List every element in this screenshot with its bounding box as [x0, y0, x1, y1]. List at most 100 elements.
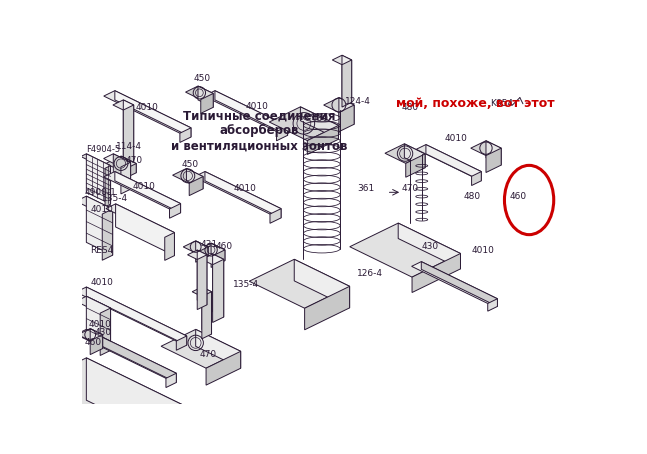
- Text: 460: 460: [510, 192, 527, 201]
- Polygon shape: [76, 296, 111, 313]
- Polygon shape: [300, 107, 338, 139]
- Polygon shape: [202, 292, 212, 339]
- Polygon shape: [269, 107, 338, 141]
- Polygon shape: [76, 329, 177, 378]
- Polygon shape: [305, 286, 349, 330]
- Polygon shape: [86, 196, 113, 255]
- Polygon shape: [165, 232, 175, 261]
- Text: 460: 460: [215, 242, 233, 252]
- Text: 470: 470: [126, 156, 143, 165]
- Polygon shape: [104, 172, 181, 209]
- Polygon shape: [197, 255, 207, 310]
- Polygon shape: [197, 250, 207, 305]
- Polygon shape: [486, 148, 501, 173]
- Polygon shape: [121, 163, 137, 180]
- Text: 450: 450: [182, 160, 199, 169]
- Polygon shape: [116, 204, 175, 256]
- Polygon shape: [86, 296, 111, 350]
- Text: 4010: 4010: [90, 205, 113, 214]
- Polygon shape: [486, 141, 501, 165]
- Text: 4900-1: 4900-1: [85, 188, 116, 197]
- Polygon shape: [115, 172, 181, 213]
- Text: 470: 470: [402, 184, 419, 193]
- Text: 4010: 4010: [234, 184, 256, 193]
- Polygon shape: [324, 98, 354, 113]
- Text: 480: 480: [402, 103, 419, 112]
- Polygon shape: [276, 126, 288, 141]
- Polygon shape: [197, 243, 225, 257]
- Polygon shape: [333, 55, 352, 65]
- Polygon shape: [205, 172, 281, 218]
- Polygon shape: [307, 125, 338, 154]
- Polygon shape: [113, 100, 134, 110]
- Polygon shape: [90, 329, 103, 349]
- Polygon shape: [186, 168, 203, 189]
- Polygon shape: [202, 254, 224, 265]
- Polygon shape: [105, 156, 137, 171]
- Polygon shape: [166, 373, 177, 388]
- Polygon shape: [350, 223, 461, 277]
- Polygon shape: [211, 243, 225, 261]
- Polygon shape: [106, 204, 175, 237]
- Polygon shape: [142, 412, 197, 454]
- Polygon shape: [406, 154, 425, 177]
- Polygon shape: [421, 262, 498, 306]
- Polygon shape: [102, 209, 113, 260]
- Polygon shape: [188, 250, 207, 260]
- Polygon shape: [192, 287, 212, 296]
- Polygon shape: [124, 100, 134, 167]
- Text: F4904-5: F4904-5: [86, 145, 120, 154]
- Polygon shape: [404, 144, 425, 168]
- Polygon shape: [198, 86, 214, 107]
- Text: 4010: 4010: [444, 134, 467, 143]
- Polygon shape: [81, 154, 111, 168]
- Polygon shape: [100, 308, 111, 355]
- Polygon shape: [31, 358, 197, 439]
- Polygon shape: [339, 98, 354, 124]
- Polygon shape: [426, 144, 481, 181]
- Text: 361: 361: [357, 184, 375, 193]
- Polygon shape: [121, 156, 137, 173]
- Text: Типичные соединения
абсорберов
и вентиляционных зонтов: Типичные соединения абсорберов и вентиля…: [171, 109, 348, 152]
- Text: 480: 480: [464, 192, 481, 201]
- Polygon shape: [189, 177, 203, 196]
- Text: 4010: 4010: [90, 278, 113, 287]
- Polygon shape: [201, 94, 214, 114]
- Polygon shape: [270, 209, 281, 223]
- Polygon shape: [194, 172, 281, 214]
- Polygon shape: [76, 196, 113, 214]
- Polygon shape: [115, 91, 191, 137]
- Text: 460: 460: [85, 338, 102, 347]
- Polygon shape: [342, 55, 352, 102]
- Polygon shape: [195, 241, 208, 256]
- Text: 4010: 4010: [136, 103, 159, 112]
- Text: 4010: 4010: [245, 102, 269, 111]
- Text: 430: 430: [312, 114, 329, 123]
- Polygon shape: [180, 128, 191, 143]
- Polygon shape: [294, 259, 349, 308]
- Polygon shape: [113, 154, 131, 189]
- Polygon shape: [186, 86, 214, 99]
- Polygon shape: [121, 162, 131, 194]
- Polygon shape: [213, 254, 224, 317]
- Text: K654: K654: [490, 99, 514, 108]
- Polygon shape: [124, 105, 134, 172]
- Polygon shape: [173, 168, 203, 183]
- Text: 135-4: 135-4: [102, 194, 128, 203]
- Polygon shape: [86, 358, 197, 454]
- Polygon shape: [471, 141, 501, 156]
- Polygon shape: [488, 299, 498, 311]
- Text: 430: 430: [421, 242, 439, 251]
- Polygon shape: [215, 91, 288, 135]
- Polygon shape: [472, 172, 481, 186]
- Polygon shape: [249, 259, 349, 308]
- Polygon shape: [195, 247, 208, 262]
- Polygon shape: [104, 154, 131, 167]
- Polygon shape: [183, 241, 208, 253]
- Text: 4010: 4010: [472, 246, 494, 255]
- Polygon shape: [412, 253, 461, 292]
- Text: 4010: 4010: [133, 182, 155, 191]
- Polygon shape: [202, 287, 212, 334]
- Polygon shape: [90, 335, 103, 355]
- Text: RES4: RES4: [90, 246, 113, 255]
